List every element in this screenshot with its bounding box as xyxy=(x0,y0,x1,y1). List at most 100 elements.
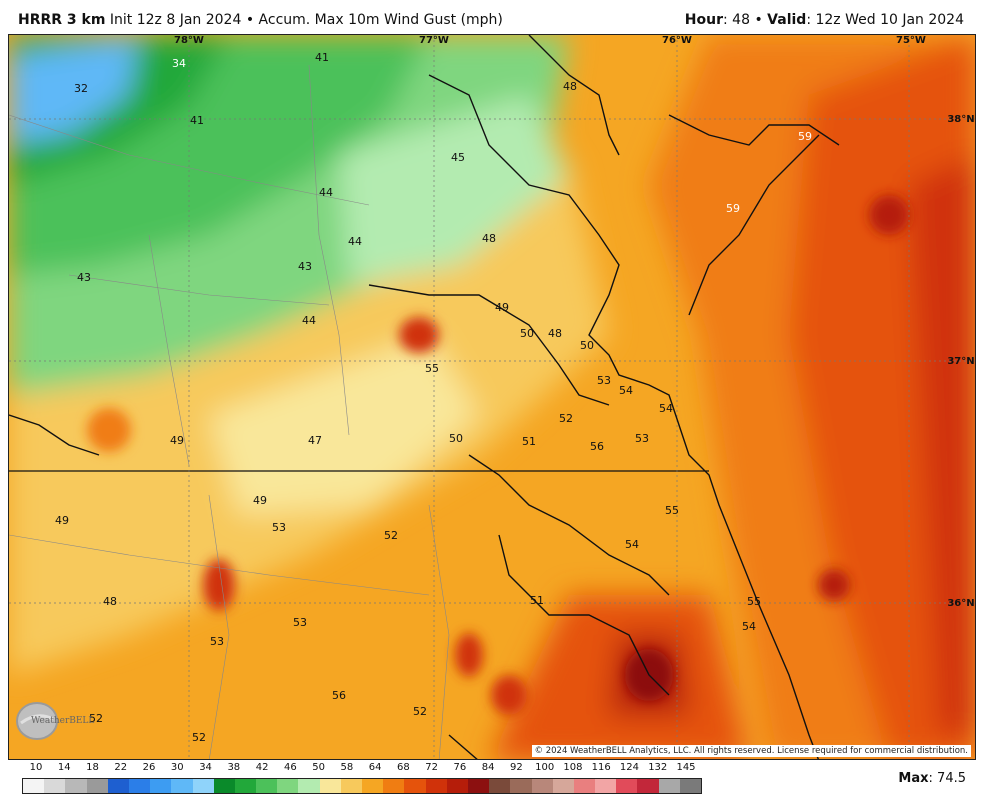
scale-tick-label: 92 xyxy=(510,762,523,773)
gust-value-label: 55 xyxy=(425,362,439,375)
scale-swatch xyxy=(86,779,108,793)
scale-tick-label: 38 xyxy=(227,762,241,773)
scale-tick-label: 46 xyxy=(283,762,297,773)
scale-swatch xyxy=(192,779,214,793)
gust-value-label: 48 xyxy=(563,80,577,93)
max-label: Max xyxy=(898,771,929,786)
scale-swatch xyxy=(404,779,426,793)
scale-swatch xyxy=(531,779,553,793)
valid-time: Hour: 48 • Valid: 12z Wed 10 Jan 2024 xyxy=(685,12,964,28)
gust-value-label: 56 xyxy=(590,440,604,453)
gust-value-label: 50 xyxy=(580,339,594,352)
scale-swatch xyxy=(383,779,405,793)
axis-labels: 78°W 77°W 76°W 75°W 38°N 37°N 36°N xyxy=(174,35,975,609)
scale-swatch xyxy=(213,779,235,793)
gust-value-label: 54 xyxy=(625,538,639,551)
gust-value-label: 52 xyxy=(559,412,573,425)
scale-swatch xyxy=(44,779,66,793)
scale-swatch xyxy=(298,779,320,793)
init-time: Init 12z 8 Jan 2024 xyxy=(109,12,242,28)
gust-value-label: 44 xyxy=(302,314,316,327)
map-canvas: 78°W 77°W 76°W 75°W38°N37°N36°N 41343241454… xyxy=(9,35,975,759)
gust-value-label: 52 xyxy=(89,712,103,725)
scale-swatch xyxy=(489,779,511,793)
scale-swatch xyxy=(467,779,490,793)
gust-field-shading xyxy=(9,35,975,759)
scale-tick-label: 108 xyxy=(563,762,583,773)
scale-tick-label: 145 xyxy=(676,762,696,773)
scale-tick-label: 64 xyxy=(368,762,382,773)
scale-swatch xyxy=(425,779,447,793)
map-title: HRRR 3 km Init 12z 8 Jan 2024 • Accum. M… xyxy=(18,12,503,28)
gust-value-label: 54 xyxy=(659,402,673,415)
gust-value-label: 56 xyxy=(332,689,346,702)
longitude-label: 77°W xyxy=(419,35,449,46)
scale-tick-label: 34 xyxy=(199,762,212,773)
gust-value-label: 41 xyxy=(190,114,204,127)
gust-value-label: 53 xyxy=(635,432,649,445)
scale-swatch xyxy=(573,779,596,793)
gust-value-label: 34 xyxy=(172,57,186,70)
gust-value-label: 59 xyxy=(726,202,740,215)
longitude-label: 75°W xyxy=(896,35,926,46)
scale-tick-label: 84 xyxy=(481,762,495,773)
gust-value-label: 51 xyxy=(530,594,544,607)
color-bar xyxy=(22,778,702,794)
gust-value-label: 53 xyxy=(597,374,611,387)
scale-swatch xyxy=(552,779,574,793)
gust-value-label: 44 xyxy=(348,235,362,248)
scale-tick-label: 124 xyxy=(619,762,640,773)
valid-value: : 12z Wed 10 Jan 2024 xyxy=(806,12,964,28)
gust-value-label: 53 xyxy=(210,635,224,648)
latitude-label: 36°N xyxy=(947,598,974,609)
scale-swatch xyxy=(128,779,151,793)
gust-value-label: 50 xyxy=(520,327,534,340)
scale-swatch xyxy=(23,779,45,793)
gust-value-label: 45 xyxy=(451,151,465,164)
hour-label: Hour xyxy=(684,12,724,28)
longitude-label: 78°W xyxy=(174,35,204,46)
gust-value-label: 49 xyxy=(55,514,69,527)
latitude-label: 37°N xyxy=(947,356,974,367)
scale-tick-label: 22 xyxy=(114,762,128,773)
scale-tick-label: 14 xyxy=(57,762,71,773)
weatherbell-logo: WeatherBELL xyxy=(15,701,99,741)
gust-value-label: 47 xyxy=(308,434,322,447)
scale-tick-label: 116 xyxy=(591,762,611,773)
gust-value-label: 48 xyxy=(548,327,562,340)
point-labels: 41 34 32 41 45 48 44 44 43 48 43 44 49 50 48 50 55 53 54 54… xyxy=(55,51,812,744)
gust-value-label: 49 xyxy=(495,301,509,314)
scale-swatch xyxy=(658,779,680,793)
gust-value-label: 55 xyxy=(665,504,679,517)
scale-tick-label: 76 xyxy=(453,762,467,773)
scale-tick-label: 100 xyxy=(535,762,555,773)
scale-swatch xyxy=(362,779,384,793)
gust-value-label: 54 xyxy=(742,620,756,633)
gust-value-label: 52 xyxy=(413,705,427,718)
valid-label: Valid xyxy=(767,12,807,28)
gust-value-label: 52 xyxy=(384,529,398,542)
gust-value-label: 50 xyxy=(449,432,463,445)
latitude-label: 38°N xyxy=(947,114,974,125)
gust-value-label: 55 xyxy=(747,595,761,608)
scale-swatch xyxy=(446,779,468,793)
longitude-label: 76°W xyxy=(662,35,692,46)
max-number: : 74.5 xyxy=(928,771,966,786)
scale-swatch xyxy=(234,779,257,793)
scale-tick-label: 50 xyxy=(312,762,325,773)
gust-value-label: 59 xyxy=(798,130,812,143)
scale-swatch xyxy=(277,779,299,793)
scale-tick-label: 30 xyxy=(170,762,184,773)
scale-swatch xyxy=(510,779,532,793)
gust-value-label: 53 xyxy=(272,521,286,534)
gust-value-label: 44 xyxy=(319,186,333,199)
gust-value-label: 54 xyxy=(619,384,633,397)
valid-separator: • xyxy=(754,12,763,28)
scale-swatch xyxy=(107,779,129,793)
scale-swatch xyxy=(150,779,172,793)
gust-value-label: 43 xyxy=(298,260,312,273)
scale-tick-label: 68 xyxy=(397,762,410,773)
title-separator: • xyxy=(245,12,255,28)
scale-tick-label: 18 xyxy=(86,762,99,773)
scale-swatch xyxy=(319,779,341,793)
